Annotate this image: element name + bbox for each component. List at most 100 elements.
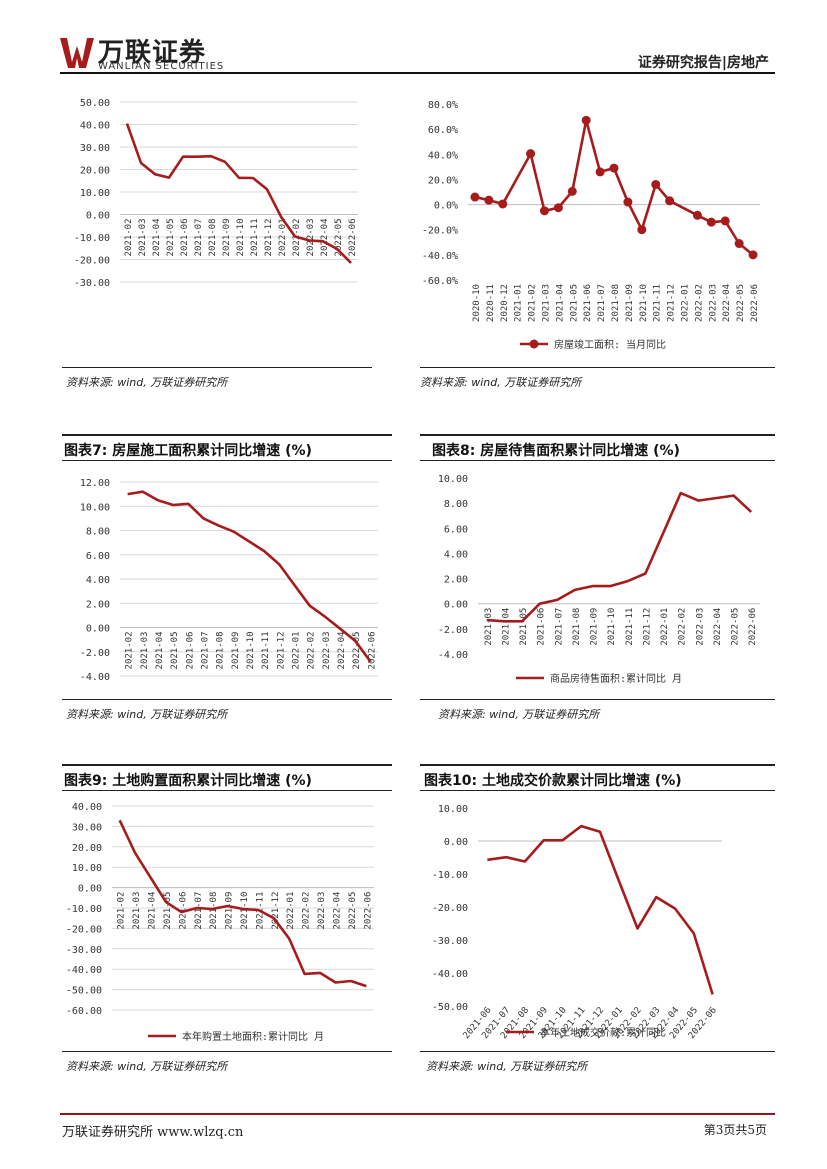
y-tick-label: 30.00 — [72, 822, 102, 833]
x-tick-label: 2022-02 — [678, 608, 688, 646]
chart-completed-area: 80.0% 60.0% 40.0% 20.0% 0.0% -20.0% -40.0% -60.… — [422, 100, 760, 351]
data-point — [595, 167, 605, 177]
x-tick-label: 2021-11 — [261, 632, 271, 670]
x-tick-label: 2021-04 — [148, 892, 158, 930]
data-point — [748, 250, 758, 260]
x-tick-label: 2022-06 — [367, 632, 377, 670]
figure-rule — [420, 764, 775, 766]
y-tick-label: 6.00 — [86, 551, 110, 562]
x-tick-label: 2022-06 — [363, 892, 373, 930]
chart-new-construction: 50.00 40.00 30.00 20.00 10.00 0.00 -10.00 -20.0… — [74, 98, 358, 289]
x-tick-label: 2021-08 — [208, 219, 218, 257]
data-point — [567, 186, 577, 196]
source-rule — [62, 699, 392, 700]
x-tick-label: 2022-04 — [320, 219, 330, 257]
x-tick-label: 2021-09 — [590, 608, 600, 646]
x-tick-label: 2022-01 — [278, 219, 288, 257]
y-tick-label: 10.00 — [438, 474, 468, 485]
figure-rule — [420, 790, 775, 791]
x-tick-label: 2022-06 — [748, 608, 758, 646]
y-tick-label: -2.00 — [80, 648, 110, 659]
header-rule — [60, 72, 775, 74]
x-tick-label: 2022-04 — [332, 892, 342, 930]
footer-rule — [60, 1113, 775, 1115]
x-tick-label: 2022-03 — [322, 632, 332, 670]
y-tick-label: 40.00 — [80, 121, 110, 132]
y-tick-label: 12.00 — [80, 478, 110, 489]
y-tick-label: 60.0% — [428, 125, 458, 136]
x-tick-label: 2021-04 — [555, 284, 565, 322]
source-note: 资料来源: wind, 万联证券研究所 — [66, 376, 228, 389]
x-tick-label: 2022-01 — [286, 892, 296, 930]
x-tick-label: 2021-07 — [194, 219, 204, 257]
figure-title: 图表9: 土地购置面积累计同比增速 (%) — [64, 773, 312, 789]
y-tick-label: 2.00 — [86, 599, 110, 610]
x-tick-label: 2021-09 — [222, 219, 232, 257]
chart-unsold-area: 10.00 8.00 6.00 4.00 2.00 0.00 -2.00 -4.00 2021-… — [438, 474, 760, 685]
logo-w-icon — [60, 38, 94, 68]
x-tick-label: 2022-04 — [722, 284, 732, 322]
chart-land-purchase: 40.00 30.00 20.00 10.00 0.00 -10.00 -20.00 -30.… — [66, 802, 374, 1043]
x-tick-label: 2022-03 — [317, 892, 327, 930]
x-tick-label: 2021-05 — [170, 632, 180, 670]
y-tick-label: 80.0% — [428, 100, 458, 111]
data-point — [553, 203, 563, 213]
y-tick-label: -20.00 — [432, 903, 468, 914]
data-point — [651, 179, 661, 189]
y-tick-label: -4.00 — [438, 650, 468, 661]
x-tick-label: 2022-06 — [750, 284, 760, 322]
x-tick-label: 2021-07 — [200, 632, 210, 670]
page-number: 第3页共5页 — [703, 1123, 767, 1137]
x-tick-label: 2021-12 — [264, 219, 274, 257]
x-tick-label: 2020-12 — [500, 284, 510, 322]
x-tick-label: 2021-08 — [209, 892, 219, 930]
y-tick-label: -2.00 — [438, 625, 468, 636]
x-tick-label: 2021-12 — [667, 284, 677, 322]
x-tick-label: 2022-05 — [352, 632, 362, 670]
x-tick-label: 2021-03 — [541, 284, 551, 322]
report-title: 证券研究报告|房地产 — [637, 55, 769, 71]
x-tick-label: 2022-05 — [348, 892, 358, 930]
y-tick-label: 2.00 — [444, 575, 468, 586]
x-tick-label: 2021-09 — [231, 632, 241, 670]
x-tick-label: 2021-07 — [194, 892, 204, 930]
x-tick-label: 2021-10 — [246, 632, 256, 670]
source-note: 资料来源: wind, 万联证券研究所 — [420, 376, 582, 389]
legend-label: 商品房待售面积:累计同比 月 — [550, 672, 682, 685]
x-tick-label: 2022-05 — [731, 608, 741, 646]
y-tick-label: 0.00 — [444, 837, 468, 848]
data-point — [539, 206, 549, 216]
y-tick-label: 10.00 — [438, 804, 468, 815]
y-tick-label: 8.00 — [444, 499, 468, 510]
x-tick-label: 2022-05 — [736, 284, 746, 322]
y-tick-label: -40.00 — [432, 969, 468, 980]
y-tick-label: 50.00 — [80, 98, 110, 109]
y-tick-label: -40.0% — [422, 251, 458, 262]
legend-label: 房屋竣工面积: 当月同比 — [554, 338, 666, 351]
y-tick-label: 20.00 — [72, 843, 102, 854]
y-tick-label: -10.00 — [66, 904, 102, 915]
y-tick-label: 10.00 — [80, 188, 110, 199]
x-tick-label: 2021-05 — [163, 892, 173, 930]
x-tick-label: 2021-04 — [501, 608, 511, 646]
x-tick-label: 2021-02 — [124, 219, 134, 257]
x-tick-label: 2021-10 — [639, 284, 649, 322]
y-tick-label: -30.00 — [66, 945, 102, 956]
source-note: 资料来源: wind, 万联证券研究所 — [438, 708, 600, 721]
x-tick-label: 2021-08 — [216, 632, 226, 670]
x-tick-label: 2021-09 — [625, 284, 635, 322]
figure-rule — [62, 790, 392, 791]
y-tick-label: 0.0% — [434, 201, 458, 212]
x-tick-label: 2021-06 — [537, 608, 547, 646]
figure-title: 图表8: 房屋待售面积累计同比增速 (%) — [432, 443, 680, 459]
data-point — [665, 196, 675, 206]
x-tick-label: 2021-05 — [519, 608, 529, 646]
data-point — [581, 115, 591, 125]
x-tick-label: 2020-11 — [486, 284, 496, 322]
x-tick-label: 2021-06 — [185, 632, 195, 670]
y-tick-label: 40.00 — [72, 802, 102, 813]
logo-text-cn: 万联证券 — [98, 38, 207, 68]
x-tick-label: 2022-04 — [713, 608, 723, 646]
y-tick-label: 40.0% — [428, 150, 458, 161]
x-tick-label: 2021-07 — [597, 284, 607, 322]
